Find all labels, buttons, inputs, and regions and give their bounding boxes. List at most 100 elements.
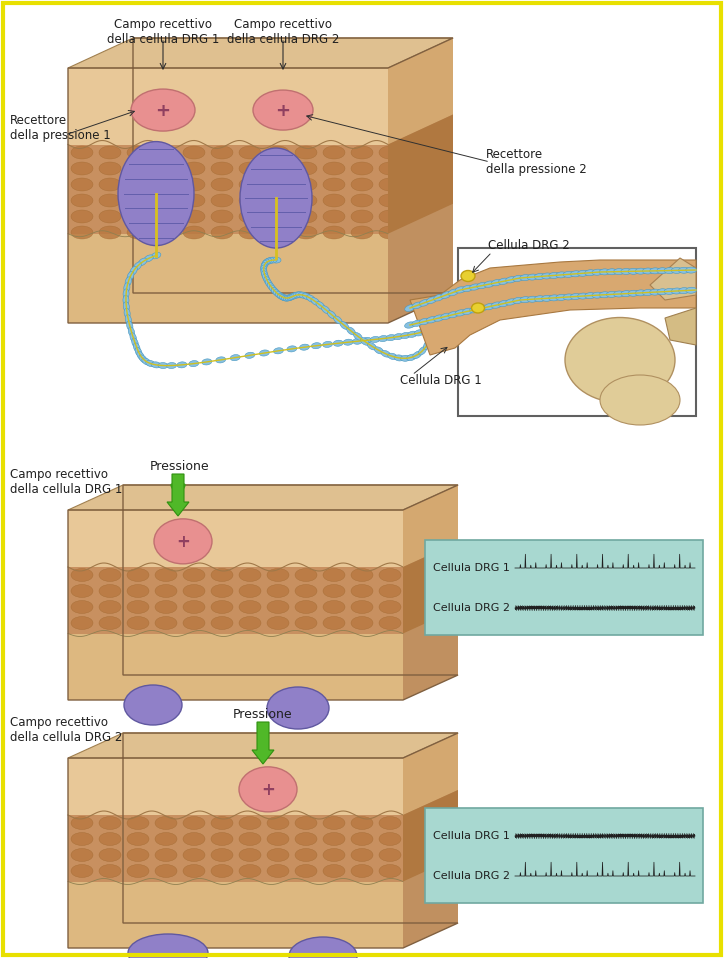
Ellipse shape — [664, 267, 675, 274]
Bar — [68, 145, 388, 234]
Ellipse shape — [323, 146, 345, 159]
Ellipse shape — [285, 294, 295, 301]
Text: +: + — [276, 103, 290, 120]
Ellipse shape — [273, 289, 282, 298]
Ellipse shape — [277, 293, 287, 300]
Ellipse shape — [678, 267, 689, 273]
FancyArrow shape — [167, 474, 189, 516]
Ellipse shape — [267, 864, 289, 878]
Ellipse shape — [351, 601, 373, 613]
Ellipse shape — [99, 162, 121, 175]
Ellipse shape — [379, 816, 401, 830]
Ellipse shape — [158, 362, 168, 369]
Ellipse shape — [351, 864, 373, 878]
Ellipse shape — [505, 277, 516, 283]
Ellipse shape — [578, 270, 589, 276]
Ellipse shape — [183, 849, 205, 861]
Ellipse shape — [413, 352, 421, 358]
Ellipse shape — [211, 162, 233, 175]
Ellipse shape — [132, 338, 138, 348]
Ellipse shape — [549, 272, 560, 279]
Ellipse shape — [155, 210, 177, 223]
Ellipse shape — [302, 293, 311, 300]
Ellipse shape — [127, 601, 149, 613]
Ellipse shape — [400, 332, 411, 338]
Ellipse shape — [351, 226, 373, 239]
Ellipse shape — [71, 178, 93, 191]
Bar — [68, 815, 403, 881]
Ellipse shape — [321, 306, 330, 313]
Ellipse shape — [311, 343, 321, 349]
Ellipse shape — [71, 210, 93, 223]
Ellipse shape — [498, 278, 509, 285]
Ellipse shape — [99, 194, 121, 207]
Ellipse shape — [323, 178, 345, 191]
Ellipse shape — [462, 285, 473, 291]
Ellipse shape — [167, 362, 177, 369]
Ellipse shape — [571, 271, 581, 277]
Ellipse shape — [264, 258, 274, 264]
Ellipse shape — [379, 226, 401, 239]
Ellipse shape — [183, 864, 205, 878]
Ellipse shape — [125, 277, 132, 286]
Ellipse shape — [128, 327, 135, 336]
Ellipse shape — [381, 351, 390, 357]
Ellipse shape — [323, 864, 345, 878]
Ellipse shape — [183, 178, 205, 191]
Ellipse shape — [323, 568, 345, 582]
Ellipse shape — [127, 864, 149, 878]
Ellipse shape — [261, 267, 267, 278]
Ellipse shape — [253, 90, 313, 130]
Ellipse shape — [271, 257, 281, 263]
Ellipse shape — [123, 295, 129, 306]
Ellipse shape — [138, 258, 147, 265]
Ellipse shape — [267, 146, 289, 159]
FancyArrow shape — [252, 722, 274, 764]
Ellipse shape — [127, 321, 133, 331]
Ellipse shape — [71, 601, 93, 613]
Ellipse shape — [520, 275, 531, 281]
Ellipse shape — [448, 289, 458, 296]
Polygon shape — [403, 485, 458, 567]
Ellipse shape — [189, 360, 199, 367]
Ellipse shape — [289, 937, 357, 958]
Ellipse shape — [154, 519, 212, 564]
Ellipse shape — [441, 291, 451, 298]
Text: Cellula DRG 2: Cellula DRG 2 — [433, 871, 510, 881]
Ellipse shape — [361, 338, 369, 345]
Ellipse shape — [239, 584, 261, 598]
Ellipse shape — [628, 290, 639, 296]
Ellipse shape — [295, 849, 317, 861]
Ellipse shape — [585, 270, 596, 276]
Ellipse shape — [240, 148, 312, 248]
Ellipse shape — [405, 322, 416, 329]
Ellipse shape — [183, 816, 205, 830]
Ellipse shape — [239, 601, 261, 613]
Ellipse shape — [295, 226, 317, 239]
Ellipse shape — [379, 833, 401, 846]
Ellipse shape — [71, 226, 93, 239]
Ellipse shape — [351, 617, 373, 629]
Ellipse shape — [130, 332, 136, 342]
Ellipse shape — [267, 283, 275, 291]
Ellipse shape — [267, 849, 289, 861]
Bar — [68, 633, 403, 700]
Ellipse shape — [300, 344, 309, 351]
Ellipse shape — [99, 210, 121, 223]
Ellipse shape — [155, 864, 177, 878]
Ellipse shape — [127, 271, 134, 281]
Ellipse shape — [239, 568, 261, 582]
Bar — [425, 540, 703, 635]
Ellipse shape — [448, 311, 459, 318]
Ellipse shape — [614, 291, 625, 297]
Ellipse shape — [323, 601, 345, 613]
Ellipse shape — [455, 309, 466, 316]
Ellipse shape — [471, 303, 484, 313]
Ellipse shape — [295, 601, 317, 613]
Ellipse shape — [127, 833, 149, 846]
Text: Campo recettivo
della cellula DRG 2: Campo recettivo della cellula DRG 2 — [10, 716, 122, 744]
Ellipse shape — [155, 162, 177, 175]
Ellipse shape — [155, 617, 177, 629]
Ellipse shape — [239, 194, 261, 207]
Ellipse shape — [434, 294, 444, 301]
